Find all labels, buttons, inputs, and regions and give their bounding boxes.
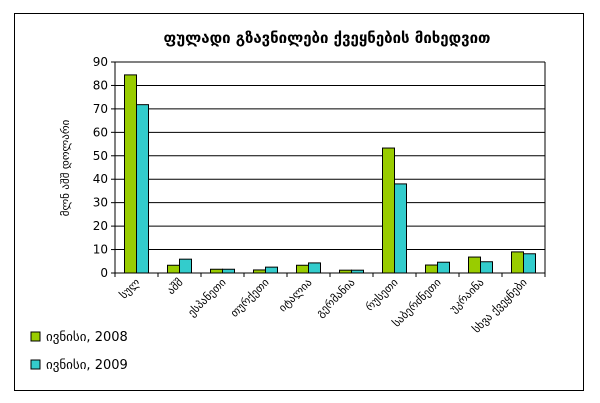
y-tick-label: 30 [93,196,108,210]
y-tick-label: 20 [93,219,108,233]
bar [511,251,524,274]
y-tick-label: 10 [93,243,108,257]
bar [394,183,407,274]
bar [480,261,493,274]
bar [425,264,438,274]
y-tick-label: 90 [93,55,108,69]
bar [308,262,321,274]
bar [167,264,180,274]
x-tick-label: უკრაინა [447,276,487,316]
legend-swatch [30,331,41,342]
y-tick-label: 0 [100,266,108,280]
y-tick-label: 60 [93,125,108,139]
bars [124,74,536,274]
x-tick-label: იტალია [276,276,315,315]
bar [222,268,235,274]
bar [523,253,536,274]
legend-swatch [30,359,41,370]
bar [136,104,149,274]
bar [265,266,278,274]
chart-title: ფულადი გზავნილები ქვეყნების მიხედვით [164,29,491,47]
axes: 0 10 20 30 40 50 60 70 80 90 სულ აშშ ესპანეთი თურქეთი… [93,55,546,336]
x-tick-label: თურქეთი [228,276,272,320]
bar [382,147,395,274]
x-tick-label: სულ [117,276,143,302]
grid [115,61,545,274]
bar [468,256,481,274]
x-tick-label: გერმანია [314,276,358,320]
chart-frame [14,13,584,391]
bar [437,261,450,274]
y-tick-label: 50 [93,149,108,163]
legend: ივნისი, 2008 ივნისი, 2009 [30,330,128,373]
x-tick-label: ესპანეთი [185,276,229,320]
legend-label: ივნისი, 2008 [46,330,128,345]
y-tick-label: 80 [93,78,108,92]
y-axis-label: მლნ აშშ დოლარი [59,119,72,216]
bar [124,74,137,274]
y-tick-label: 70 [93,102,108,116]
x-tick-label: აშშ [164,276,185,297]
bar [210,268,223,274]
legend-label: ივნისი, 2009 [46,358,128,373]
bar [296,264,309,274]
bar [179,258,192,274]
x-tick-label: რუსეთი [363,276,401,314]
y-tick-label: 40 [93,172,108,186]
